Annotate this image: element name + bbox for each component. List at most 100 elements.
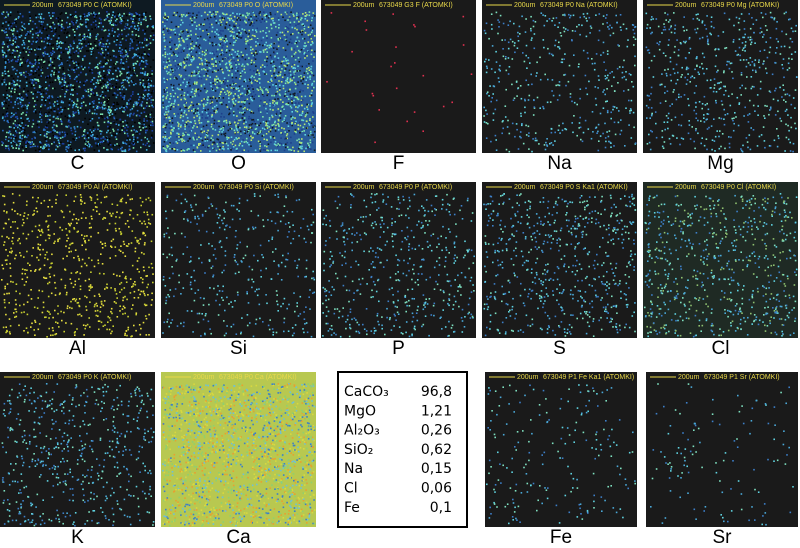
map-pixel (238, 29, 241, 32)
map-pixel (58, 35, 61, 37)
map-pixel (244, 106, 246, 109)
map-pixel (174, 115, 176, 117)
map-pixel (268, 86, 271, 88)
map-pixel (265, 124, 267, 127)
map-pixel (596, 132, 598, 134)
map-pixel (599, 112, 602, 115)
map-pixel (739, 54, 741, 57)
map-pixel (182, 115, 185, 118)
map-pixel (68, 119, 70, 122)
map-pixel (313, 125, 316, 128)
map-pixel (237, 50, 239, 53)
map-pixel (110, 148, 112, 150)
map-pixel (250, 76, 252, 79)
map-pixel (372, 94, 375, 97)
map-pixel (515, 80, 518, 83)
map-pixel (233, 97, 235, 100)
map-pixel (258, 14, 260, 16)
map-pixel (218, 140, 221, 143)
map-pixel (47, 44, 50, 47)
map-pixel (186, 56, 188, 58)
map-pixel (87, 141, 89, 143)
map-pixel (571, 30, 574, 32)
map-pixel (257, 42, 259, 45)
map-pixel (6, 59, 8, 62)
map-pixel (22, 15, 24, 18)
map-pixel (126, 74, 128, 76)
map-pixel (302, 24, 304, 27)
map-pixel (13, 83, 15, 86)
map-pixel (753, 86, 755, 88)
map-pixel (241, 65, 243, 67)
map-pixel (310, 148, 312, 150)
map-pixel (511, 58, 514, 60)
map-pixel (142, 57, 145, 60)
map-pixel (564, 28, 567, 30)
map-pixel (554, 131, 556, 134)
map-pixel (3, 30, 5, 32)
map-pixel (46, 107, 49, 110)
map-pixel (111, 148, 113, 151)
map-pixel (107, 52, 110, 55)
map-pixel (693, 92, 696, 94)
map-pixel (14, 136, 17, 139)
map-pixel (212, 82, 214, 85)
map-pixel (275, 34, 278, 36)
map-pixel (104, 95, 107, 97)
map-pixel (92, 136, 94, 139)
map-pixel (31, 79, 34, 81)
map-pixel (259, 130, 262, 132)
map-pixel (742, 36, 744, 39)
map-pixel (190, 144, 192, 147)
map-pixel (265, 121, 267, 124)
map-pixel (41, 23, 43, 26)
map-pixel (58, 26, 61, 28)
map-pixel (30, 50, 33, 53)
map-pixel (270, 149, 272, 152)
map-pixel (38, 15, 41, 18)
map-pixel (135, 101, 138, 103)
map-pixel (120, 147, 122, 150)
map-pixel (24, 27, 26, 30)
map-pixel (626, 45, 629, 48)
map-pixel (152, 85, 155, 87)
map-pixel (210, 137, 213, 139)
map-pixel (207, 96, 209, 98)
map-pixel (224, 92, 226, 95)
map-pixel (19, 13, 22, 15)
map-pixel (525, 134, 528, 136)
map-pixel (488, 37, 490, 40)
map-pixel (633, 44, 635, 46)
map-pixel (84, 35, 86, 37)
map-pixel (51, 81, 54, 83)
map-pixel (53, 23, 56, 26)
map-pixel (25, 147, 28, 150)
map-pixel (68, 142, 71, 145)
map-pixel (290, 115, 292, 118)
map-pixel (173, 148, 175, 150)
map-pixel (57, 55, 59, 58)
map-pixel (226, 90, 229, 92)
map-pixel (69, 44, 71, 46)
map-pixel (7, 70, 10, 73)
map-pixel (48, 24, 51, 26)
map-pixel (45, 92, 48, 95)
map-pixel (237, 126, 240, 128)
map-pixel (73, 69, 75, 71)
map-pixel (264, 145, 266, 147)
map-pixel (128, 84, 131, 87)
map-pixel (147, 53, 150, 55)
map-pixel (124, 47, 127, 50)
map-pixel (14, 44, 17, 47)
map-pixel (583, 15, 586, 18)
map-pixel (57, 97, 59, 100)
map-pixel (30, 91, 33, 94)
map-pixel (8, 83, 11, 85)
map-pixel (195, 89, 198, 92)
map-pixel (135, 131, 138, 133)
map-pixel (188, 105, 191, 108)
map-pixel (309, 24, 312, 26)
map-pixel (238, 55, 240, 57)
map-pixel (300, 17, 303, 19)
map-pixel (180, 75, 182, 78)
